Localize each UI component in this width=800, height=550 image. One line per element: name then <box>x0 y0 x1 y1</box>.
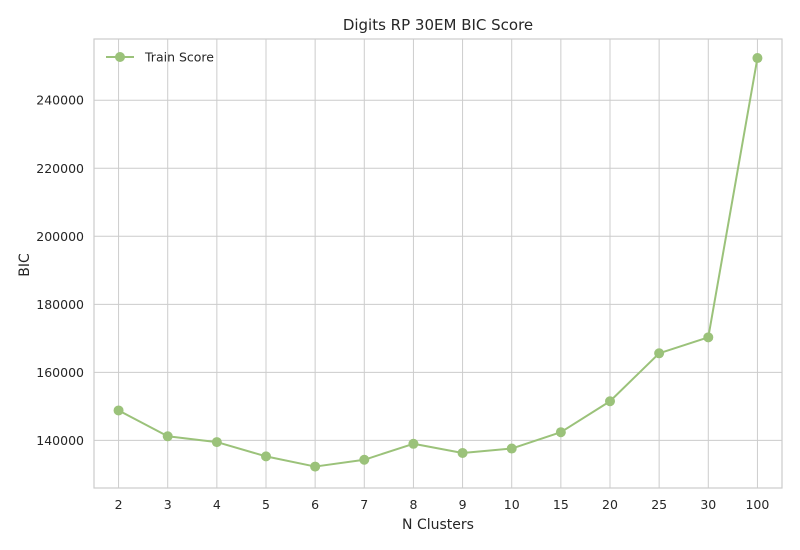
data-point <box>654 348 665 359</box>
data-point <box>310 461 321 472</box>
data-point <box>457 447 468 458</box>
data-point <box>752 53 763 64</box>
x-tick-label: 8 <box>409 497 417 512</box>
x-tick-label: 2 <box>115 497 123 512</box>
x-tick-label: 100 <box>745 497 769 512</box>
data-point <box>113 405 124 416</box>
y-tick-label: 180000 <box>36 297 84 312</box>
legend: Train Score <box>106 50 214 65</box>
x-tick-label: 30 <box>700 497 716 512</box>
x-tick-label: 3 <box>164 497 172 512</box>
series-line <box>118 57 759 468</box>
x-tick-label: 7 <box>360 497 368 512</box>
y-axis-label: BIC <box>17 253 33 277</box>
chart-title: Digits RP 30EM BIC Score <box>343 16 533 34</box>
y-tick-label: 200000 <box>36 229 84 244</box>
data-point <box>359 454 370 465</box>
y-tick-label: 240000 <box>36 93 84 108</box>
data-point <box>555 427 566 438</box>
series-layer <box>113 53 763 472</box>
y-tick-label: 160000 <box>36 365 84 380</box>
x-tick-labels: 2 3 4 5 6 7 8 9 10 15 20 25 30 100 <box>115 497 770 512</box>
data-point <box>703 332 714 343</box>
x-tick-label: 9 <box>459 497 467 512</box>
data-point <box>162 431 173 442</box>
x-tick-label: 25 <box>651 497 667 512</box>
x-tick-label: 20 <box>602 497 618 512</box>
x-tick-label: 6 <box>311 497 319 512</box>
x-tick-label: 4 <box>213 497 221 512</box>
data-point <box>261 451 271 462</box>
x-tick-label: 5 <box>262 497 270 512</box>
y-tick-label: 220000 <box>36 161 84 176</box>
data-point <box>605 396 615 407</box>
x-axis-label: N Clusters <box>402 517 474 533</box>
x-tick-label: 10 <box>504 497 520 512</box>
y-tick-labels: 140000 160000 180000 200000 220000 240000 <box>36 93 84 448</box>
data-point <box>211 437 222 448</box>
legend-label-train-score: Train Score <box>144 50 214 65</box>
data-point <box>506 443 517 454</box>
grid-layer <box>94 39 782 488</box>
plot-frame <box>93 38 783 489</box>
data-point <box>408 438 419 449</box>
x-tick-label: 15 <box>553 497 569 512</box>
y-tick-label: 140000 <box>36 433 84 448</box>
legend-marker-swatch <box>115 52 125 62</box>
